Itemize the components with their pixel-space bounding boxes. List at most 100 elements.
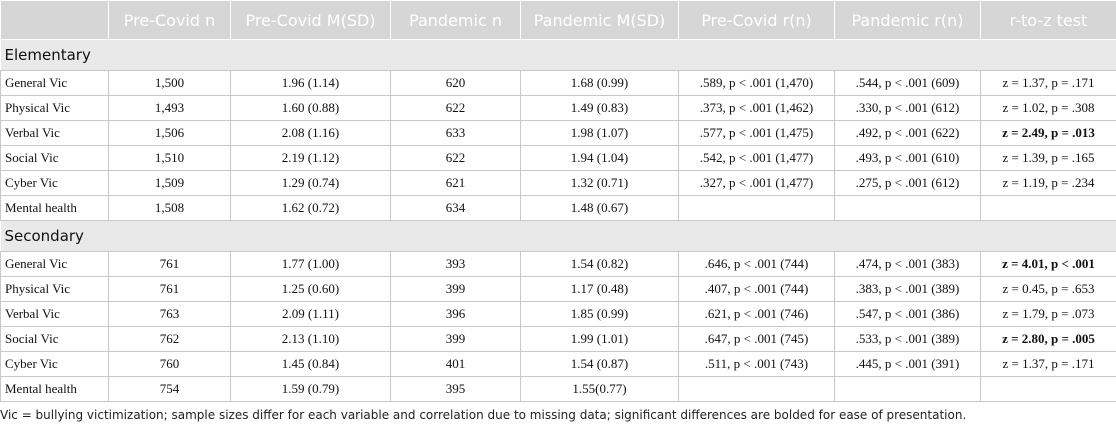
- cell: 634: [390, 195, 521, 221]
- cell: .445, p < .001 (391): [834, 351, 981, 377]
- cell: 1,506: [108, 120, 231, 146]
- cell: 1.29 (0.74): [230, 170, 391, 196]
- cell: 1.55(0.77): [520, 376, 679, 402]
- row-label: Cyber Vic: [0, 351, 109, 377]
- header-cell: Pandemic r(n): [834, 0, 981, 40]
- row-label: Mental health: [0, 376, 109, 402]
- row-label: General Vic: [0, 251, 109, 277]
- cell: .492, p < .001 (622): [834, 120, 981, 146]
- cell: 1.62 (0.72): [230, 195, 391, 221]
- cell: 1.99 (1.01): [520, 326, 679, 352]
- cell: .511, p < .001 (743): [678, 351, 835, 377]
- data-row: Cyber Vic 1,509 1.29 (0.74) 621 1.32 (0.71).…: [0, 170, 1116, 196]
- cell: 1.45 (0.84): [230, 351, 391, 377]
- data-row: Verbal Vic 763 2.09 (1.11) 396 1.85 (0.99) .6…: [0, 301, 1116, 327]
- section-title: Secondary: [0, 220, 1116, 252]
- table-body: Elementary General Vic 1,500 1.96 (1.14) 620…: [0, 39, 1116, 402]
- data-row: Verbal Vic 1,506 2.08 (1.16) 633 1.98 (1.07)…: [0, 120, 1116, 146]
- cell: z = 2.49, p = .013: [980, 120, 1116, 146]
- cell: .646, p < .001 (744): [678, 251, 835, 277]
- cell: .621, p < .001 (746): [678, 301, 835, 327]
- cell: .275, p < .001 (612): [834, 170, 981, 196]
- cell: [834, 376, 981, 402]
- header-row: Pre-Covid n Pre-Covid M(SD) Pandemic n Pand…: [0, 0, 1116, 40]
- cell: 754: [108, 376, 231, 402]
- cell: z = 1.39, p = .165: [980, 145, 1116, 171]
- cell: 620: [390, 70, 521, 96]
- cell: 1,508: [108, 195, 231, 221]
- cell: .474, p < .001 (383): [834, 251, 981, 277]
- cell: .647, p < .001 (745): [678, 326, 835, 352]
- cell: 1.77 (1.00): [230, 251, 391, 277]
- cell: 399: [390, 326, 521, 352]
- data-row: General Vic 761 1.77 (1.00) 393 1.54 (0.82).…: [0, 251, 1116, 277]
- cell: 2.19 (1.12): [230, 145, 391, 171]
- row-label: Verbal Vic: [0, 301, 109, 327]
- cell: 1.60 (0.88): [230, 95, 391, 121]
- cell: 1.54 (0.82): [520, 251, 679, 277]
- cell: 1.98 (1.07): [520, 120, 679, 146]
- row-label: Cyber Vic: [0, 170, 109, 196]
- cell: 1.59 (0.79): [230, 376, 391, 402]
- cell: 1.25 (0.60): [230, 276, 391, 302]
- cell: .547, p < .001 (386): [834, 301, 981, 327]
- cell: 399: [390, 276, 521, 302]
- data-row: General Vic 1,500 1.96 (1.14) 620 1.68 (0.99…: [0, 70, 1116, 96]
- row-label: General Vic: [0, 70, 109, 96]
- section-row: Elementary: [0, 39, 1116, 71]
- row-label: Social Vic: [0, 326, 109, 352]
- cell: 761: [108, 276, 231, 302]
- header-cell: Pandemic n: [390, 0, 521, 40]
- data-row: Physical Vic 761 1.25 (0.60) 399 1.17 (0.48)…: [0, 276, 1116, 302]
- cell: 761: [108, 251, 231, 277]
- header-cell: Pre-Covid r(n): [678, 0, 835, 40]
- cell: 1.17 (0.48): [520, 276, 679, 302]
- cell: 1.85 (0.99): [520, 301, 679, 327]
- data-row: Mental health 1,508 1.62 (0.72) 634 1.48 (0.…: [0, 195, 1116, 221]
- cell: .407, p < .001 (744): [678, 276, 835, 302]
- cell: 1.94 (1.04): [520, 145, 679, 171]
- cell: .542, p < .001 (1,477): [678, 145, 835, 171]
- cell: .373, p < .001 (1,462): [678, 95, 835, 121]
- cell: 2.08 (1.16): [230, 120, 391, 146]
- data-row: Cyber Vic 760 1.45 (0.84) 401 1.54 (0.87) .51…: [0, 351, 1116, 377]
- cell: z = 0.45, p = .653: [980, 276, 1116, 302]
- row-label: Mental health: [0, 195, 109, 221]
- cell: 1,493: [108, 95, 231, 121]
- cell: [834, 195, 981, 221]
- cell: [678, 376, 835, 402]
- cell: .577, p < .001 (1,475): [678, 120, 835, 146]
- cell: 395: [390, 376, 521, 402]
- cell: 1,509: [108, 170, 231, 196]
- header-cell: [0, 0, 109, 40]
- section-title: Elementary: [0, 39, 1116, 71]
- header-cell: r-to-z test: [980, 0, 1116, 40]
- cell: z = 2.80, p = .005: [980, 326, 1116, 352]
- cell: 393: [390, 251, 521, 277]
- cell: 633: [390, 120, 521, 146]
- cell: [678, 195, 835, 221]
- table-note: Vic = bullying victimization; sample siz…: [0, 408, 967, 422]
- data-row: Physical Vic 1,493 1.60 (0.88) 622 1.49 (0.8…: [0, 95, 1116, 121]
- row-label: Physical Vic: [0, 95, 109, 121]
- cell: z = 1.19, p = .234: [980, 170, 1116, 196]
- cell: 622: [390, 145, 521, 171]
- cell: .327, p < .001 (1,477): [678, 170, 835, 196]
- row-label: Social Vic: [0, 145, 109, 171]
- cell: .383, p < .001 (389): [834, 276, 981, 302]
- cell: 622: [390, 95, 521, 121]
- cell: z = 1.37, p = .171: [980, 70, 1116, 96]
- cell: 1,500: [108, 70, 231, 96]
- cell: 762: [108, 326, 231, 352]
- cell: 396: [390, 301, 521, 327]
- header-cell: Pre-Covid n: [108, 0, 231, 40]
- cell: z = 1.02, p = .308: [980, 95, 1116, 121]
- cell: 1.32 (0.71): [520, 170, 679, 196]
- data-row: Social Vic 762 2.13 (1.10) 399 1.99 (1.01) .6…: [0, 326, 1116, 352]
- cell: .533, p < .001 (389): [834, 326, 981, 352]
- cell: 1.54 (0.87): [520, 351, 679, 377]
- cell: 1.49 (0.83): [520, 95, 679, 121]
- cell: 1.96 (1.14): [230, 70, 391, 96]
- data-row: Social Vic 1,510 2.19 (1.12) 622 1.94 (1.04)…: [0, 145, 1116, 171]
- cell: 401: [390, 351, 521, 377]
